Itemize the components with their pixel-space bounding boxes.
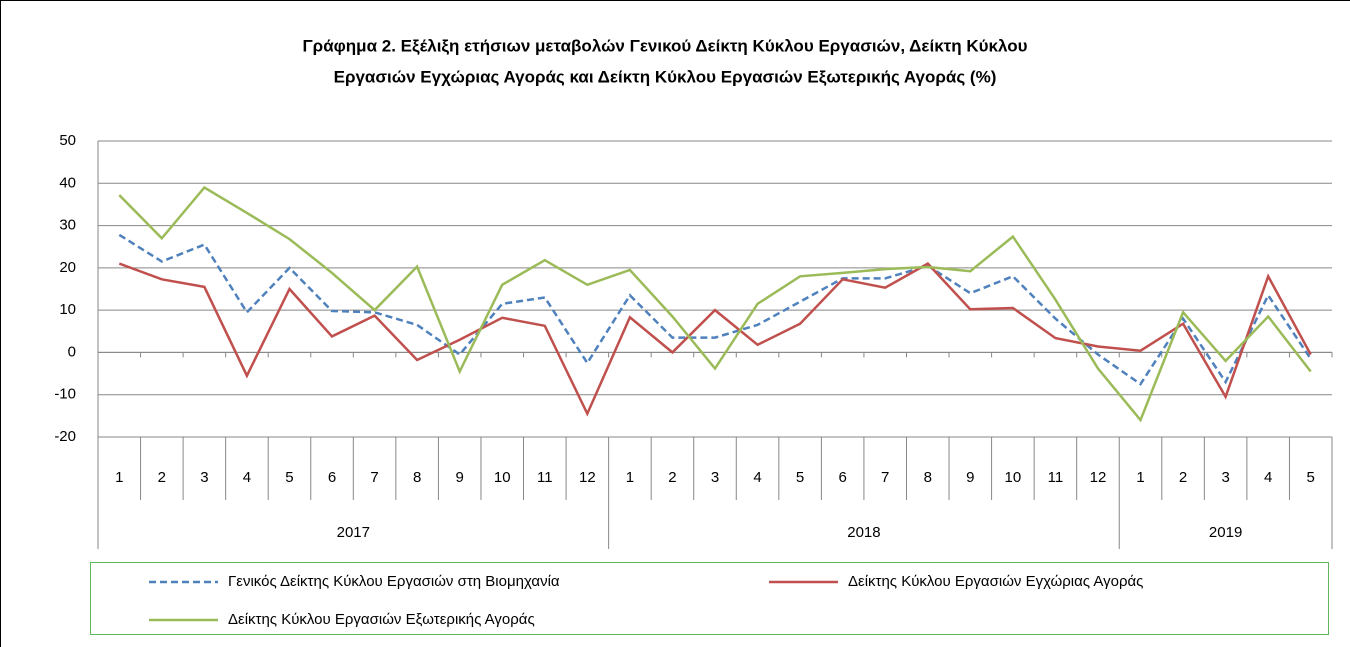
legend-label: Δείκτης Κύκλου Εργασιών Εγχώριας Αγοράς: [848, 573, 1143, 590]
y-tick-label: 50: [59, 132, 76, 149]
chart-title: Εργασιών Εγχώριας Αγοράς και Δείκτη Κύκλ…: [334, 67, 997, 86]
x-tick-label: 1: [115, 469, 123, 486]
y-tick-label: 20: [59, 259, 76, 276]
series-line: [118, 262, 1312, 417]
y-tick-label: 10: [59, 301, 76, 318]
x-tick-label: 8: [413, 469, 421, 486]
x-tick-label: 6: [838, 469, 846, 486]
legend-label: Δείκτης Κύκλου Εργασιών Εξωτερικής Αγορά…: [228, 611, 535, 628]
x-tick-label: 11: [537, 469, 553, 486]
x-tick-label: 2: [158, 469, 166, 486]
group-label: 2019: [1209, 524, 1242, 541]
x-tick-label: 1: [1136, 469, 1144, 486]
series-line: [118, 185, 1312, 423]
chart-title: Γράφημα 2. Εξέλιξη ετήσιων μεταβολών Γεν…: [302, 36, 1027, 55]
y-tick-label: 40: [59, 174, 76, 191]
legend-box: [90, 562, 1329, 635]
x-tick-label: 3: [711, 469, 719, 486]
y-tick-label: -20: [54, 428, 76, 445]
x-tick-label: 1: [626, 469, 634, 486]
y-tick-label: -10: [54, 386, 76, 403]
y-tick-label: 0: [68, 343, 76, 360]
x-tick-label: 8: [924, 469, 932, 486]
x-tick-label: 3: [1221, 469, 1229, 486]
x-tick-label: 3: [200, 469, 208, 486]
x-tick-label: 7: [370, 469, 378, 486]
x-tick-label: 9: [456, 469, 464, 486]
x-tick-label: 12: [579, 469, 596, 486]
x-tick-label: 4: [1264, 469, 1272, 486]
x-tick-label: 2: [1179, 469, 1187, 486]
x-tick-label: 6: [328, 469, 336, 486]
series-line: [118, 233, 1312, 386]
x-tick-label: 5: [285, 469, 293, 486]
group-label: 2018: [847, 524, 880, 541]
x-tick-label: 5: [1307, 469, 1315, 486]
x-tick-label: 5: [796, 469, 804, 486]
x-tick-label: 10: [1005, 469, 1022, 486]
x-tick-label: 4: [243, 469, 251, 486]
x-tick-label: 11: [1048, 469, 1064, 486]
y-tick-label: 30: [59, 217, 76, 234]
x-tick-label: 10: [494, 469, 511, 486]
legend-label: Γενικός Δείκτης Κύκλου Εργασιών στη Βιομ…: [228, 573, 560, 590]
x-tick-label: 4: [753, 469, 761, 486]
x-tick-label: 2: [668, 469, 676, 486]
x-tick-label: 12: [1090, 469, 1107, 486]
x-tick-label: 9: [966, 469, 974, 486]
group-label: 2017: [337, 524, 370, 541]
x-tick-label: 7: [881, 469, 889, 486]
